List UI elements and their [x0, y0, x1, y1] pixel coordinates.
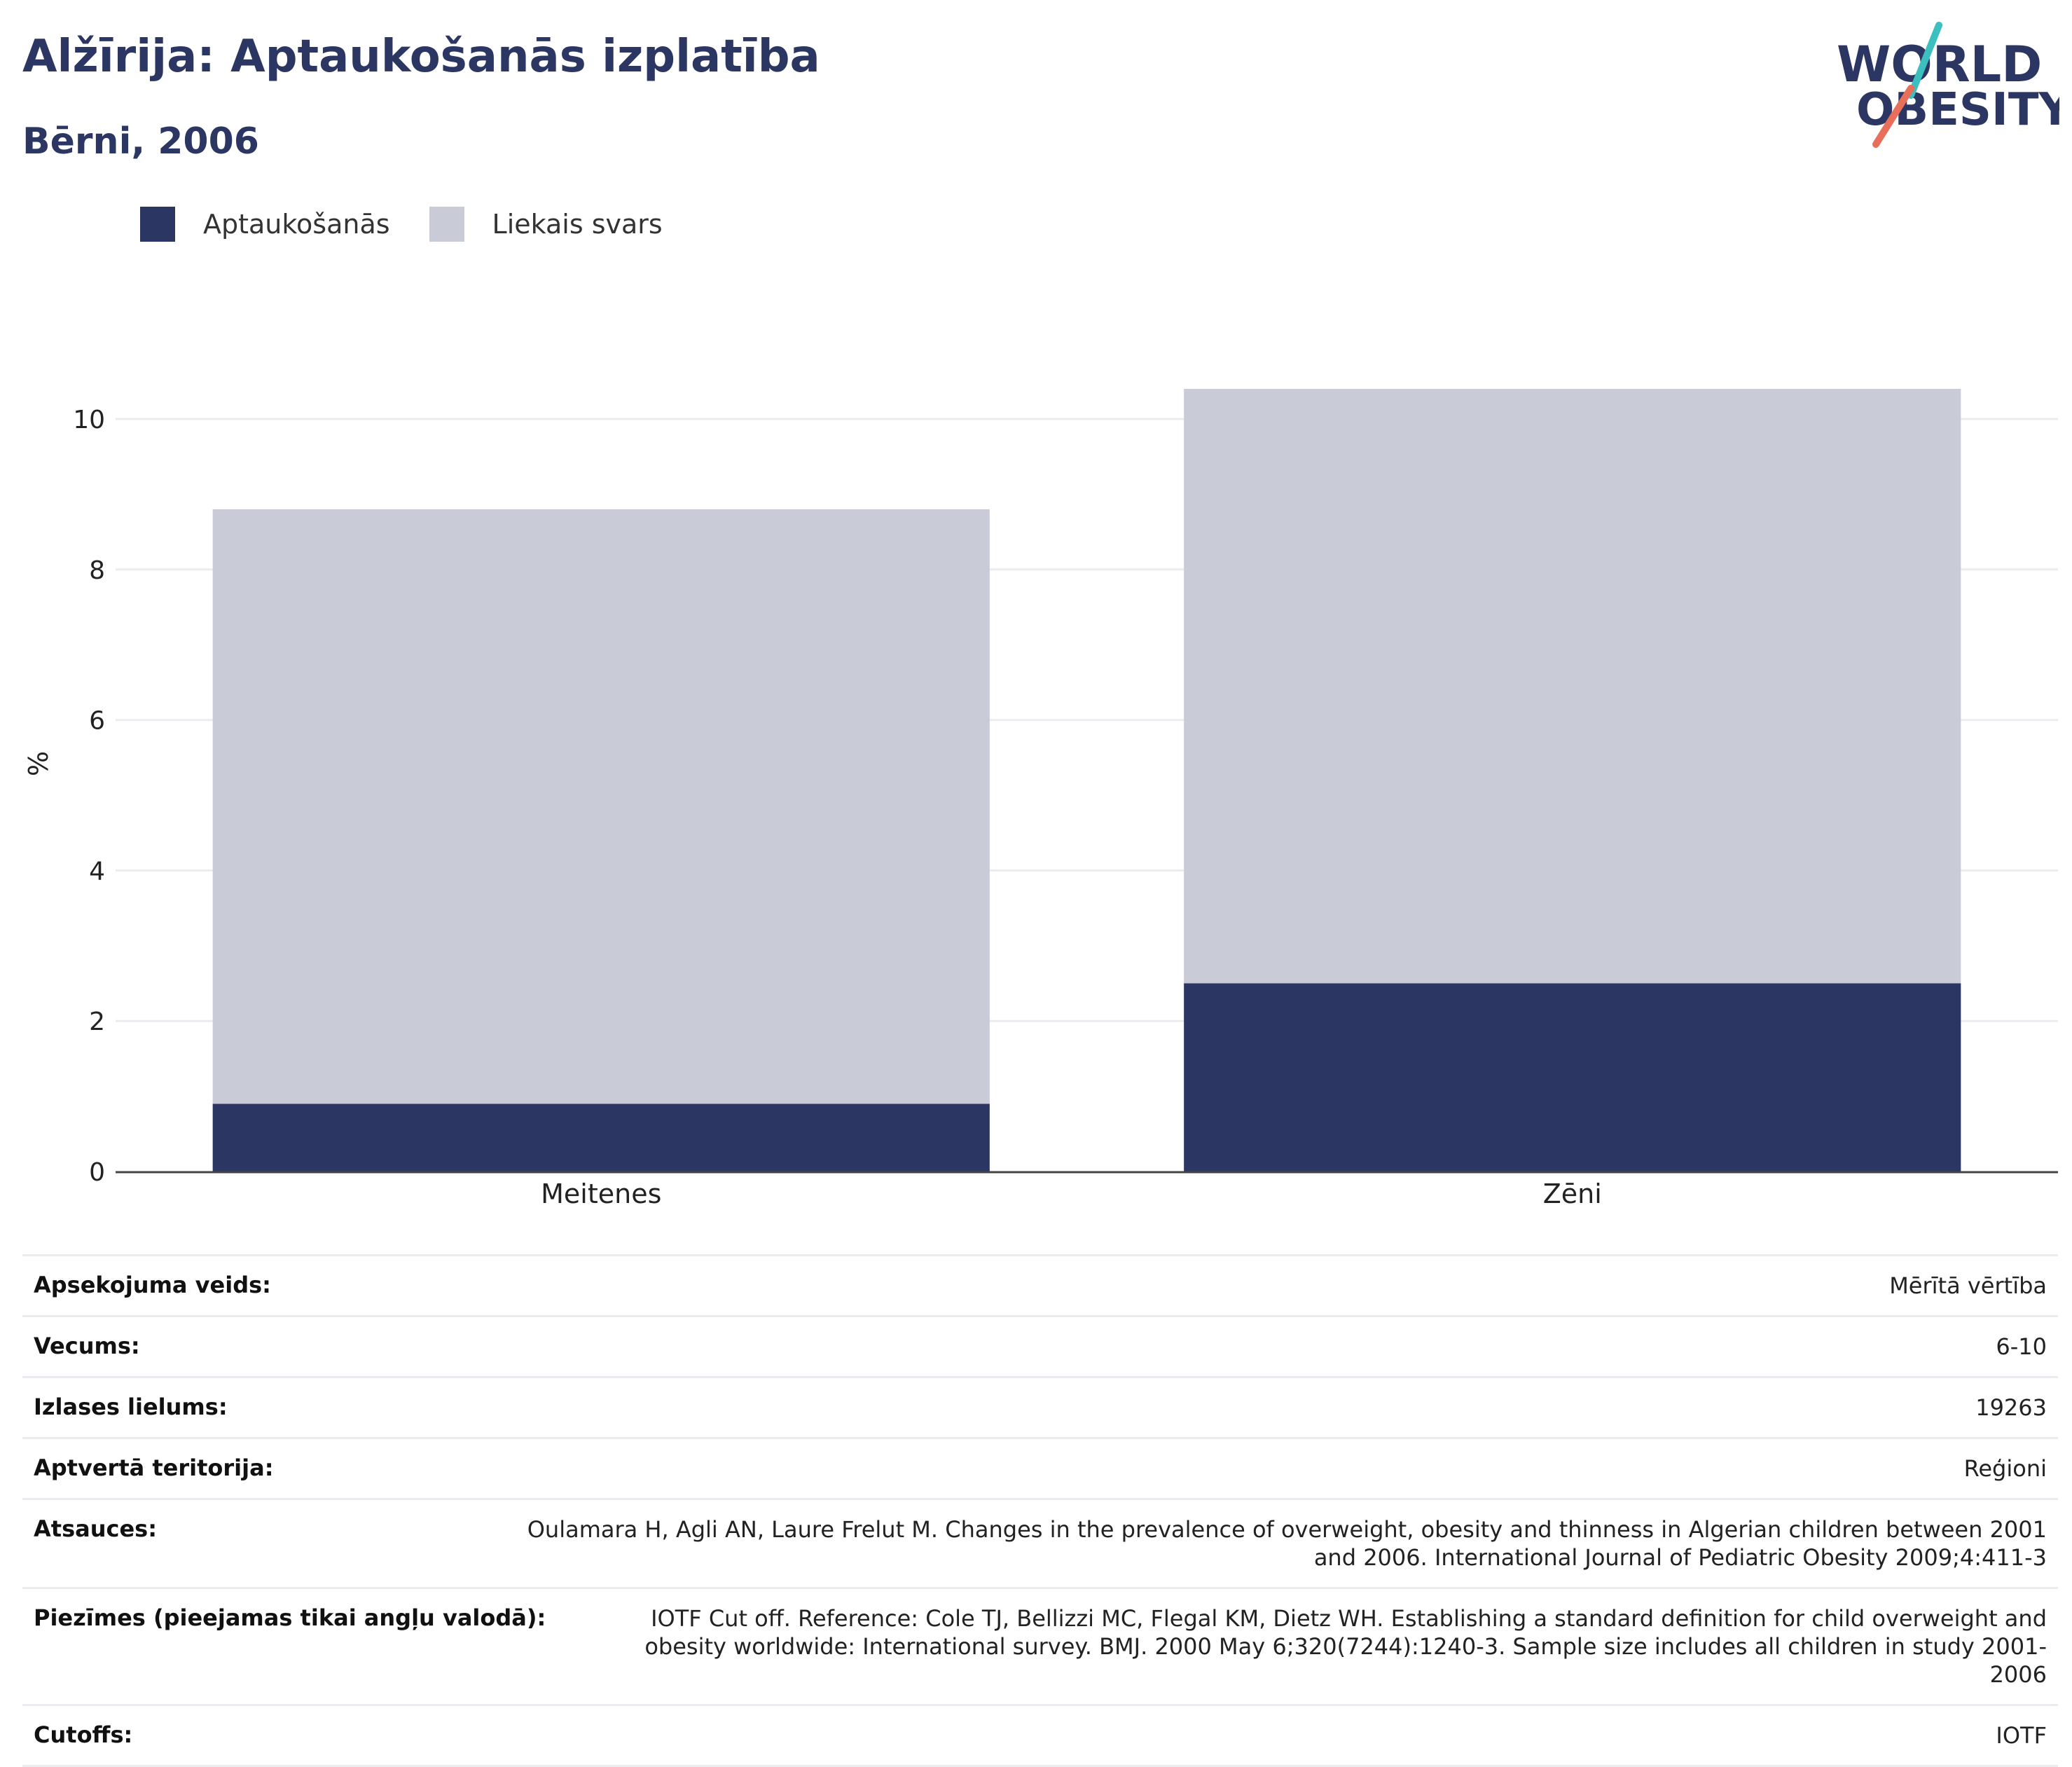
meta-value: IOTF	[1996, 1722, 2047, 1749]
bar-meitenes-series-1[interactable]	[212, 509, 990, 1104]
chart-title: Alžīrija: Aptaukošanās izplatība	[22, 31, 820, 83]
meta-value: Oulamara H, Agli AN, Laure Frelut M. Cha…	[527, 1516, 2047, 1571]
meta-label: Apsekojuma veids:	[34, 1272, 271, 1298]
y-axis-label: %	[23, 751, 54, 776]
y-tick-label: 10	[73, 406, 105, 434]
legend-item-overweight[interactable]: Liekais svars	[429, 207, 663, 242]
chart-subtitle: Bērni, 2006	[22, 121, 259, 163]
meta-row: Piezīmes (pieejamas tikai angļu valodā):…	[22, 1587, 2058, 1704]
x-tick-label: Meitenes	[541, 1178, 661, 1209]
meta-row: Aptvertā teritorija: Reģioni	[22, 1437, 2058, 1498]
meta-value: 19263	[1975, 1394, 2047, 1421]
meta-label: Atsauces:	[34, 1515, 157, 1542]
meta-value: Reģioni	[1963, 1455, 2047, 1482]
meta-label: Piezīmes (pieejamas tikai angļu valodā):	[34, 1604, 546, 1631]
study-details-table: Apsekojuma veids: Mērītā vērtība Vecums: 6-…	[22, 1254, 2058, 1767]
x-tick-label: Zēni	[1543, 1178, 1602, 1209]
y-axis-ticks: 0 2 4 6 8 10	[73, 406, 105, 1187]
legend-label-obesity: Aptaukošanās	[203, 209, 390, 240]
meta-row: Apsekojuma veids: Mērītā vērtība	[22, 1254, 2058, 1315]
meta-label: Aptvertā teritorija:	[34, 1455, 274, 1481]
legend-swatch-obesity	[140, 207, 175, 242]
meta-label: Vecums:	[34, 1333, 140, 1359]
y-tick-label: 2	[89, 1008, 105, 1036]
bars	[212, 389, 1961, 1172]
meta-label: Cutoffs:	[34, 1721, 133, 1748]
bar-zēni-series-1[interactable]	[1184, 389, 1961, 984]
world-obesity-logo: WORLD OBESITY	[1837, 22, 2059, 148]
meta-value: 6-10	[1996, 1333, 2047, 1360]
meta-row: Atsauces: Oulamara H, Agli AN, Laure Frel…	[22, 1498, 2058, 1587]
meta-row: Izlases lielums: 19263	[22, 1376, 2058, 1437]
meta-row: Vecums: 6-10	[22, 1315, 2058, 1376]
meta-label: Izlases lielums:	[34, 1394, 228, 1420]
y-tick-label: 8	[89, 556, 105, 585]
logo-slash-coral	[1872, 85, 1914, 148]
y-tick-label: 0	[89, 1158, 105, 1187]
logo-slash-teal	[1907, 22, 1942, 99]
bar-zēni-series-0[interactable]	[1184, 983, 1961, 1172]
legend-swatch-overweight	[429, 207, 464, 242]
legend-label-overweight: Liekais svars	[492, 209, 663, 240]
y-tick-label: 6	[89, 707, 105, 736]
meta-value: IOTF Cut off. Reference: Cole TJ, Belliz…	[644, 1605, 2047, 1688]
meta-row: Cutoffs: IOTF	[22, 1704, 2058, 1767]
meta-value: Mērītā vērtība	[1889, 1272, 2047, 1299]
bar-chart: 0 2 4 6 8 10 Meitenes Zēni %	[23, 389, 2058, 1209]
legend-item-obesity[interactable]: Aptaukošanās	[140, 207, 390, 242]
y-tick-label: 4	[89, 857, 105, 886]
bar-meitenes-series-0[interactable]	[212, 1103, 990, 1171]
legend: Aptaukošanās Liekais svars	[140, 207, 702, 242]
x-axis-labels: Meitenes Zēni	[541, 1178, 1602, 1209]
logo-text-world: WORLD	[1837, 36, 2042, 93]
